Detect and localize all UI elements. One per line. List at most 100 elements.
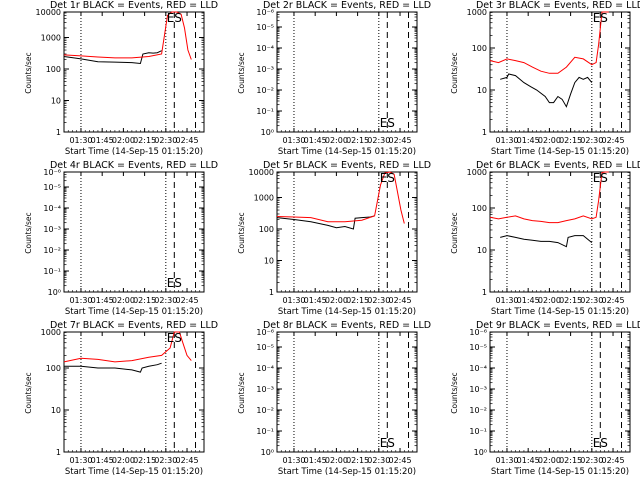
x-axis-label: Start Time (14-Sep-15 01:15:20) <box>278 147 416 157</box>
y-tick-label: 10⁻¹ <box>43 267 61 276</box>
series-black-line <box>500 73 593 108</box>
x-axis-label: Start Time (14-Sep-15 01:15:20) <box>491 307 629 317</box>
detector-plot-7: Det 7r BLACK = Events, RED = LLD 1 10 100 10… <box>24 320 218 477</box>
y-tick-label: 10⁻⁵ <box>43 183 61 192</box>
y-tick-label: 10⁻⁶ <box>256 328 274 337</box>
es-marker-label: ES <box>380 436 395 450</box>
x-tick-label: 02:30 <box>367 456 390 465</box>
y-axis-label: Counts/sec <box>450 212 459 253</box>
x-tick-label: 02:15 <box>133 296 156 305</box>
plot-frame <box>63 11 205 133</box>
plot-frame <box>489 331 631 453</box>
x-tick-label: 01:30 <box>495 296 518 305</box>
plot-frame <box>276 331 418 453</box>
x-tick-label: 02:15 <box>346 456 369 465</box>
series-red-line <box>63 11 192 60</box>
x-tick-label: 02:15 <box>133 456 156 465</box>
x-axis-label: Start Time (14-Sep-15 01:15:20) <box>278 467 416 477</box>
x-tick-label: 01:30 <box>282 456 305 465</box>
x-axis-label: Start Time (14-Sep-15 01:15:20) <box>491 147 629 157</box>
x-tick-label: 02:45 <box>388 296 411 305</box>
y-tick-label: 100 <box>46 364 61 373</box>
x-tick-label: 02:45 <box>601 456 624 465</box>
x-tick-label: 02:00 <box>325 136 348 145</box>
y-tick-label: 10⁻¹ <box>469 427 487 436</box>
x-axis-label: Start Time (14-Sep-15 01:15:20) <box>278 307 416 317</box>
y-tick-label: 100 <box>472 44 487 53</box>
y-tick-label: 10⁰ <box>261 128 274 137</box>
plot-title: Det 8r BLACK = Events, RED = LLD <box>263 320 431 331</box>
y-tick-label: 1000 <box>254 194 274 203</box>
plot-title: Det 5r BLACK = Events, RED = LLD <box>263 160 431 171</box>
es-marker-label: ES <box>167 331 182 345</box>
es-marker-label: ES <box>593 171 608 185</box>
x-tick-label: 01:45 <box>91 296 114 305</box>
plot-frame <box>276 171 418 293</box>
y-tick-label: 1000 <box>41 34 61 43</box>
series-red-line <box>489 171 609 224</box>
plot-title: Det 2r BLACK = Events, RED = LLD <box>263 0 431 11</box>
y-tick-label: 10⁻⁶ <box>256 8 274 17</box>
y-tick-label: 10⁻² <box>256 406 274 415</box>
y-axis-label: Counts/sec <box>237 212 246 253</box>
x-tick-label: 02:45 <box>388 136 411 145</box>
y-tick-label: 10⁻³ <box>256 385 274 394</box>
plot-title: Det 7r BLACK = Events, RED = LLD <box>50 320 218 331</box>
x-tick-label: 02:45 <box>601 296 624 305</box>
y-tick-label: 10⁻² <box>43 246 61 255</box>
y-tick-label: 1 <box>56 128 61 137</box>
y-tick-label: 100 <box>46 65 61 74</box>
plot-frame <box>63 331 205 453</box>
x-tick-label: 02:15 <box>346 296 369 305</box>
series-red-line <box>276 171 405 224</box>
x-tick-label: 02:00 <box>538 456 561 465</box>
x-tick-label: 02:00 <box>538 136 561 145</box>
x-tick-label: 02:30 <box>154 456 177 465</box>
y-tick-label: 10⁰ <box>261 448 274 457</box>
detector-plot-9: Det 9r BLACK = Events, RED = LLD 10⁰ 10⁻¹ 1… <box>450 320 640 477</box>
y-tick-label: 10 <box>264 257 274 266</box>
plot-title: Det 3r BLACK = Events, RED = LLD <box>476 0 640 11</box>
x-tick-label: 02:00 <box>538 296 561 305</box>
x-tick-label: 02:30 <box>154 136 177 145</box>
x-tick-label: 01:45 <box>91 136 114 145</box>
plot-frame <box>63 171 205 293</box>
y-tick-label: 10⁻² <box>469 406 487 415</box>
x-tick-label: 02:30 <box>154 296 177 305</box>
y-tick-label: 10⁻⁶ <box>469 328 487 337</box>
y-tick-label: 10⁰ <box>474 448 487 457</box>
y-tick-label: 10⁻⁵ <box>256 23 274 32</box>
detector-plot-3: Det 3r BLACK = Events, RED = LLD 1 10 100 10… <box>450 0 640 157</box>
x-tick-label: 01:45 <box>517 296 540 305</box>
x-axis-label: Start Time (14-Sep-15 01:15:20) <box>65 467 203 477</box>
x-tick-label: 01:45 <box>304 136 327 145</box>
x-tick-label: 02:45 <box>388 456 411 465</box>
y-tick-label: 1 <box>482 128 487 137</box>
y-tick-label: 10 <box>477 246 487 255</box>
plot-title: Det 6r BLACK = Events, RED = LLD <box>476 160 640 171</box>
y-tick-label: 10⁻⁵ <box>256 343 274 352</box>
x-tick-label: 01:30 <box>495 136 518 145</box>
detector-plot-5: Det 5r BLACK = Events, RED = LLD 1 10 100 10… <box>237 160 431 317</box>
x-tick-label: 01:30 <box>69 456 92 465</box>
y-tick-label: 10⁻¹ <box>256 107 274 116</box>
x-tick-label: 02:15 <box>346 136 369 145</box>
x-tick-label: 02:30 <box>580 136 603 145</box>
y-tick-label: 10⁻⁶ <box>43 168 61 177</box>
y-tick-label: 100 <box>472 204 487 213</box>
x-tick-label: 02:00 <box>112 136 135 145</box>
es-marker-label: ES <box>167 276 182 290</box>
x-tick-label: 02:45 <box>175 456 198 465</box>
x-tick-label: 01:45 <box>517 136 540 145</box>
x-tick-label: 02:30 <box>580 296 603 305</box>
detector-plot-1: Det 1r BLACK = Events, RED = LLD 1 10 100 10… <box>24 0 218 157</box>
x-tick-label: 02:15 <box>559 296 582 305</box>
x-tick-label: 01:45 <box>91 456 114 465</box>
x-tick-label: 02:00 <box>325 296 348 305</box>
x-tick-label: 02:15 <box>559 456 582 465</box>
y-tick-label: 10⁻⁴ <box>256 364 274 373</box>
y-tick-label: 10⁻⁴ <box>43 204 61 213</box>
y-tick-label: 100 <box>259 225 274 234</box>
